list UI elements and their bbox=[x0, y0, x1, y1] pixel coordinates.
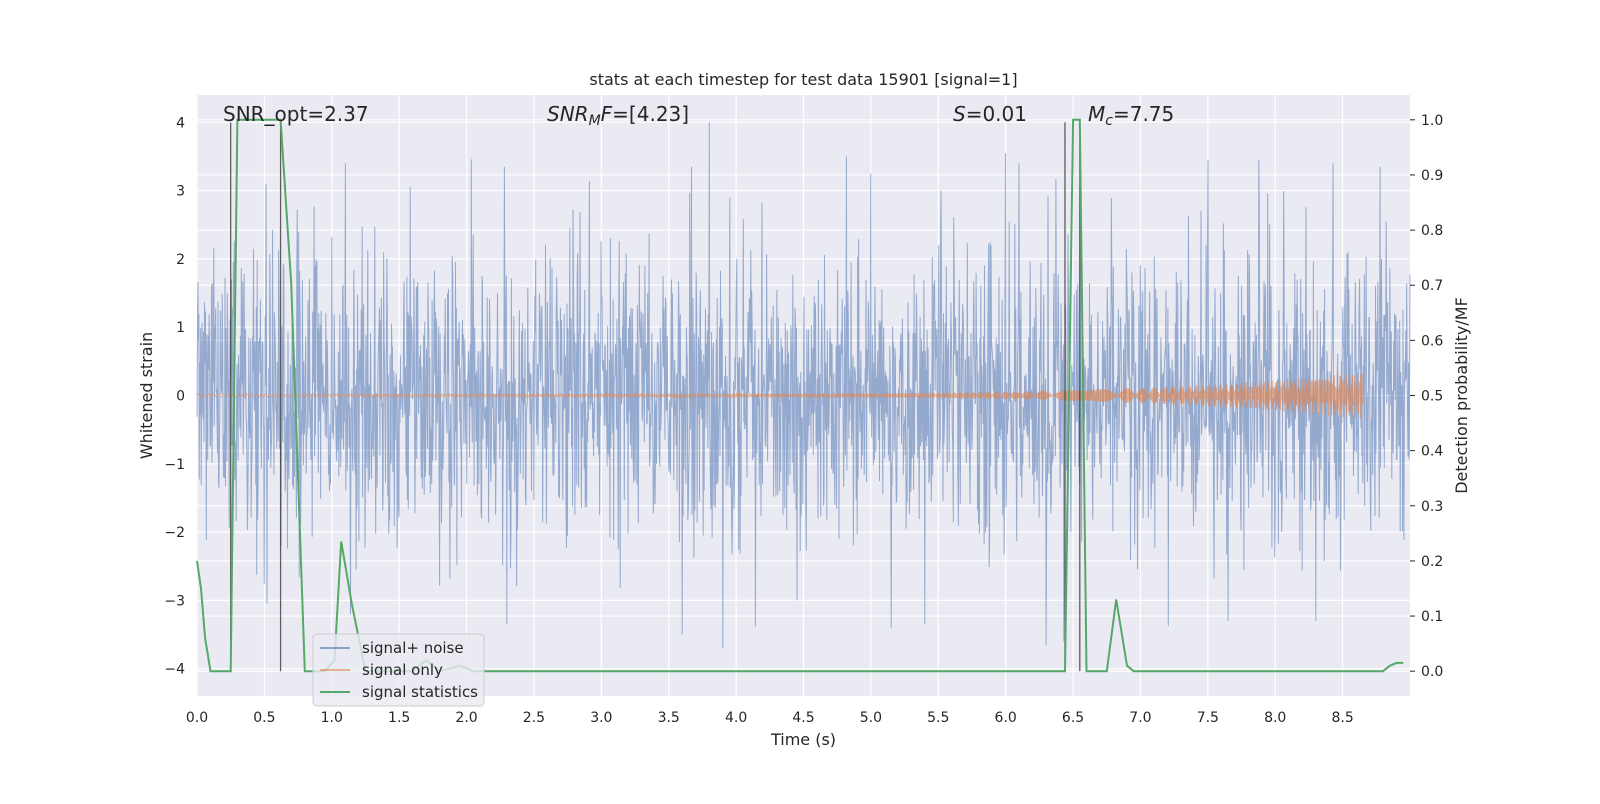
y-left-tick-label: 4 bbox=[176, 115, 185, 131]
annotation-snr-mf-tail: F bbox=[601, 102, 613, 126]
chart-title: stats at each timestep for test data 159… bbox=[589, 70, 1017, 89]
x-tick-label: 1.0 bbox=[321, 710, 343, 726]
y-left-tick-label: 0 bbox=[176, 389, 185, 405]
y-right-tick-label: 0.2 bbox=[1421, 554, 1443, 570]
y-left-tick-label: −2 bbox=[164, 525, 185, 541]
series-signal-only bbox=[196, 372, 1364, 419]
x-tick-label: 6.5 bbox=[1062, 710, 1084, 726]
y-left-tick-label: −4 bbox=[164, 662, 185, 678]
x-tick-label: 0.0 bbox=[186, 710, 208, 726]
x-axis-label: Time (s) bbox=[770, 730, 836, 749]
y-right-tick-label: 0.8 bbox=[1421, 223, 1443, 239]
x-tick-label: 4.0 bbox=[725, 710, 747, 726]
legend-label-signal-noise: signal+ noise bbox=[362, 639, 464, 657]
x-tick-label: 5.5 bbox=[927, 710, 949, 726]
x-tick-label: 0.5 bbox=[253, 710, 275, 726]
y-left-tick-label: −3 bbox=[164, 593, 185, 609]
annotation-snr-opt: SNR_opt=2.37 bbox=[223, 102, 369, 126]
x-tick-label: 8.5 bbox=[1331, 710, 1353, 726]
annotation-snr-mf-value: =[4.23] bbox=[612, 102, 689, 126]
signal-only-line bbox=[196, 372, 1364, 419]
y-right-tick-label: 0.5 bbox=[1421, 389, 1443, 405]
y-right-tick-label: 0.1 bbox=[1421, 609, 1443, 625]
y-axis-right-label: Detection probability/MF bbox=[1452, 297, 1471, 494]
y-right-tick-label: 0.3 bbox=[1421, 499, 1443, 515]
annotation-s-value: =0.01 bbox=[966, 102, 1027, 126]
legend-box bbox=[312, 633, 485, 707]
annotation-snr-mf-sub: M bbox=[589, 113, 601, 129]
x-tick-label: 3.5 bbox=[658, 710, 680, 726]
x-tick-label: 2.5 bbox=[523, 710, 545, 726]
x-tick-label: 4.5 bbox=[792, 710, 814, 726]
y-left-tick-label: −1 bbox=[164, 457, 185, 473]
annotation-mc-label: M bbox=[1088, 102, 1105, 126]
series-signal-noise bbox=[196, 122, 1411, 649]
x-tick-label: 7.0 bbox=[1129, 710, 1151, 726]
y-right-tick-label: 0.4 bbox=[1421, 444, 1443, 460]
annotation-snr-mf: SNRMF=[4.23] bbox=[547, 102, 689, 129]
y-axis-left-label: Whitened strain bbox=[137, 332, 156, 459]
annotation-mc-sub: c bbox=[1105, 113, 1113, 129]
y-right-tick-label: 0.0 bbox=[1421, 664, 1443, 680]
legend-label-signal-statistics: signal statistics bbox=[362, 683, 478, 701]
y-left-tick-label: 3 bbox=[176, 184, 185, 200]
x-tick-label: 7.5 bbox=[1197, 710, 1219, 726]
vertical-markers bbox=[230, 122, 1081, 672]
x-tick-label: 8.0 bbox=[1264, 710, 1286, 726]
x-tick-label: 6.0 bbox=[995, 710, 1017, 726]
annotation-mc-value: =7.75 bbox=[1113, 102, 1174, 126]
x-tick-label: 2.0 bbox=[455, 710, 477, 726]
x-tick-label: 5.0 bbox=[860, 710, 882, 726]
y-left-tick-label: 1 bbox=[176, 320, 185, 336]
annotation-mc: Mc=7.75 bbox=[1088, 102, 1174, 129]
y-right-tick-label: 0.9 bbox=[1421, 168, 1443, 184]
y-right-tick-label: 0.6 bbox=[1421, 333, 1443, 349]
tick-layer: 0.0 0.5 1.0 1.5 2.0 2.5 3.0 3.5 4.0 4.5 5.0 5.5 6.0 6… bbox=[164, 113, 1443, 726]
annotation-s-label: S bbox=[953, 102, 966, 126]
annotation-snr-mf-label: SNR bbox=[547, 102, 589, 126]
annotation-s: S=0.01 bbox=[953, 102, 1027, 126]
y-left-tick-label: 2 bbox=[176, 252, 185, 268]
y-right-tick-label: 0.7 bbox=[1421, 278, 1443, 294]
legend-label-signal-only: signal only bbox=[362, 661, 443, 679]
y-right-tick-label: 1.0 bbox=[1421, 113, 1443, 129]
legend: signal+ noise signal only signal statist… bbox=[312, 633, 485, 707]
x-tick-label: 1.5 bbox=[388, 710, 410, 726]
x-tick-label: 3.0 bbox=[590, 710, 612, 726]
signal-noise-line bbox=[196, 122, 1411, 649]
